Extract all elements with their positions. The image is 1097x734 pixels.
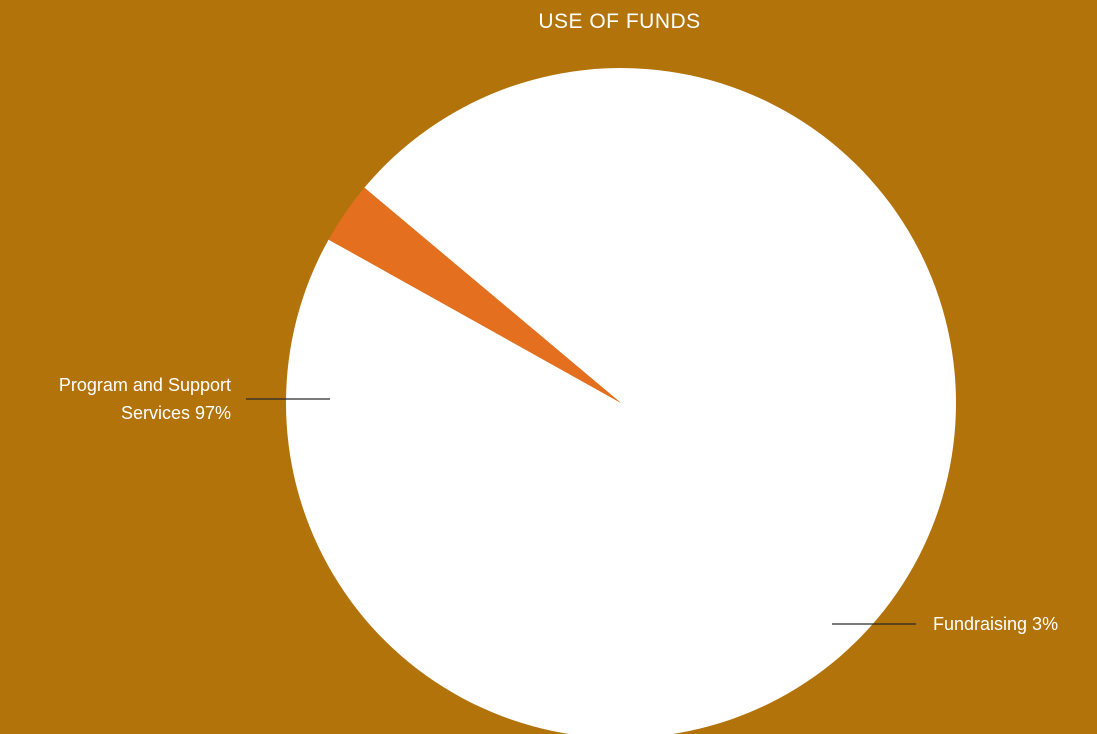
slice-label-fundraising: Fundraising 3% bbox=[933, 610, 1058, 638]
slice-label-fundraising-text: Fundraising 3% bbox=[933, 614, 1059, 634]
slice-label-program-line2: Services 97% bbox=[120, 403, 231, 423]
slice-label-program-line1: Program and Support bbox=[58, 375, 231, 395]
chart-title: USE OF FUNDS bbox=[538, 10, 701, 33]
pie-slice-program-and-support-services bbox=[286, 68, 956, 734]
slice-label-program: Program and Support Services 97% bbox=[59, 371, 231, 427]
pie-slice-fundraising bbox=[328, 187, 621, 403]
